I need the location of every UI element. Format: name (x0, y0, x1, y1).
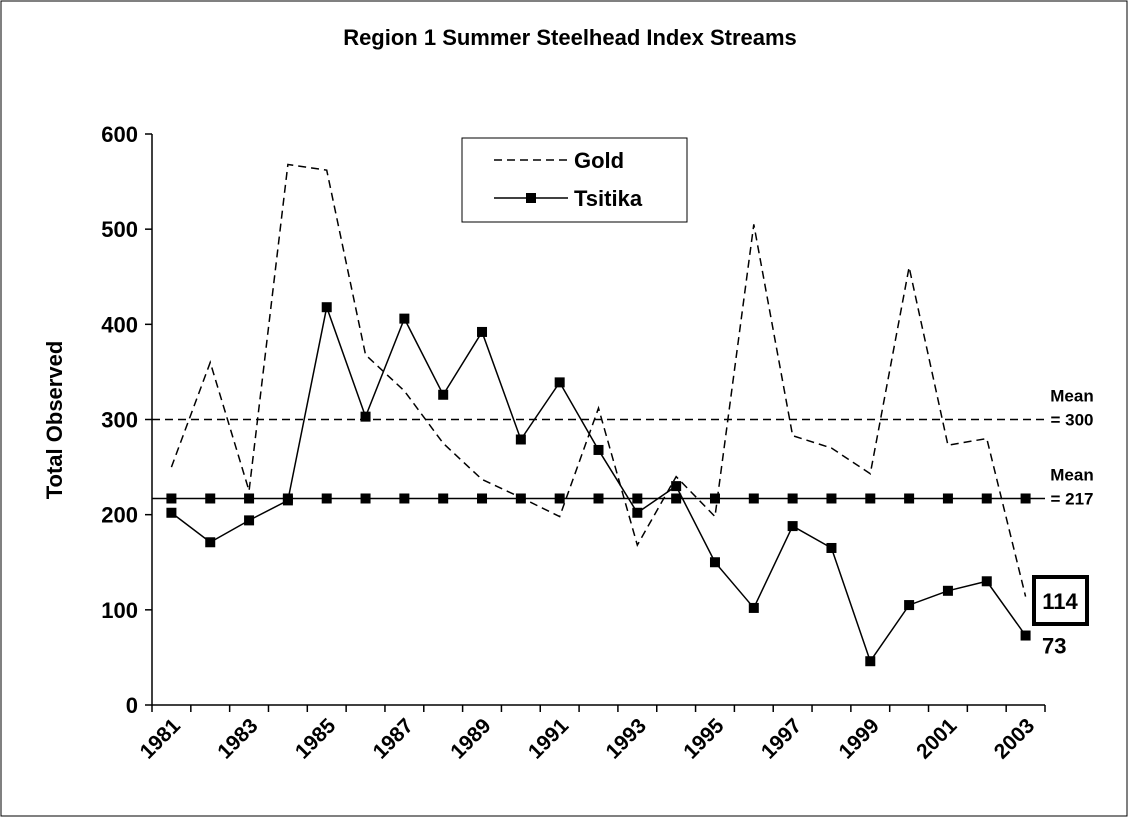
mean-marker (709, 493, 720, 504)
mean-label: Mean (1050, 465, 1093, 484)
data-point (865, 656, 876, 667)
legend-marker (526, 193, 536, 203)
legend-label: Gold (574, 148, 624, 173)
data-point (593, 444, 604, 455)
series-line (170, 163, 1027, 597)
data-point (321, 302, 332, 313)
mean-marker (787, 493, 798, 504)
mean-marker (748, 493, 759, 504)
data-label: 73 (1042, 634, 1066, 659)
data-point (1020, 630, 1031, 641)
chart-title: Region 1 Summer Steelhead Index Streams (343, 25, 797, 50)
y-tick-label: 400 (101, 312, 138, 337)
mean-marker (166, 493, 177, 504)
data-point (904, 600, 915, 611)
legend-box (461, 137, 688, 223)
data-point (709, 557, 720, 568)
data-label: 114 (1042, 589, 1078, 614)
data-point (166, 507, 177, 518)
mean-marker (942, 493, 953, 504)
y-tick-label: 200 (101, 503, 138, 528)
mean-marker (865, 493, 876, 504)
data-point (981, 576, 992, 587)
mean-marker (981, 493, 992, 504)
data-point (244, 515, 255, 526)
data-label-box (1032, 575, 1089, 626)
mean-marker (593, 493, 604, 504)
data-point (826, 542, 837, 553)
mean-marker (205, 493, 216, 504)
data-point (360, 411, 371, 422)
mean-marker (244, 493, 255, 504)
y-tick-label: 0 (126, 693, 138, 718)
mean-marker (360, 493, 371, 504)
data-point (632, 507, 643, 518)
data-point (477, 326, 488, 337)
mean-marker (321, 493, 332, 504)
mean-marker (671, 493, 682, 504)
mean-marker (632, 493, 643, 504)
mean-label: = 217 (1050, 489, 1093, 508)
mean-label: Mean (1050, 387, 1093, 406)
data-point (748, 602, 759, 613)
y-tick-label: 500 (101, 217, 138, 242)
data-point (787, 521, 798, 532)
y-tick-label: 300 (101, 408, 138, 433)
mean-marker (515, 493, 526, 504)
mean-marker (438, 493, 449, 504)
data-point (942, 585, 953, 596)
mean-marker (554, 493, 565, 504)
mean-label: = 300 (1050, 411, 1093, 430)
data-point (399, 313, 410, 324)
data-point (438, 389, 449, 400)
mean-marker (904, 493, 915, 504)
data-point (554, 377, 565, 388)
y-axis-label: Total Observed (42, 341, 67, 500)
y-tick-label: 600 (101, 122, 138, 147)
mean-marker (477, 493, 488, 504)
mean-marker (399, 493, 410, 504)
data-point (515, 434, 526, 445)
data-point (282, 495, 293, 506)
data-point (671, 481, 682, 492)
mean-marker (826, 493, 837, 504)
legend-label: Tsitika (574, 186, 643, 211)
y-tick-label: 100 (101, 598, 138, 623)
mean-marker (1020, 493, 1031, 504)
data-point (205, 537, 216, 548)
